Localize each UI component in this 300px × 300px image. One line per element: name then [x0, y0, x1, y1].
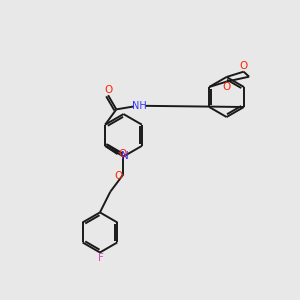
Text: O: O	[118, 149, 127, 159]
Text: N: N	[121, 152, 129, 161]
Text: F: F	[98, 253, 104, 263]
Text: O: O	[104, 85, 112, 95]
Text: NH: NH	[132, 101, 147, 111]
Text: O: O	[114, 171, 122, 181]
Text: O: O	[239, 61, 248, 71]
Text: O: O	[222, 82, 230, 92]
